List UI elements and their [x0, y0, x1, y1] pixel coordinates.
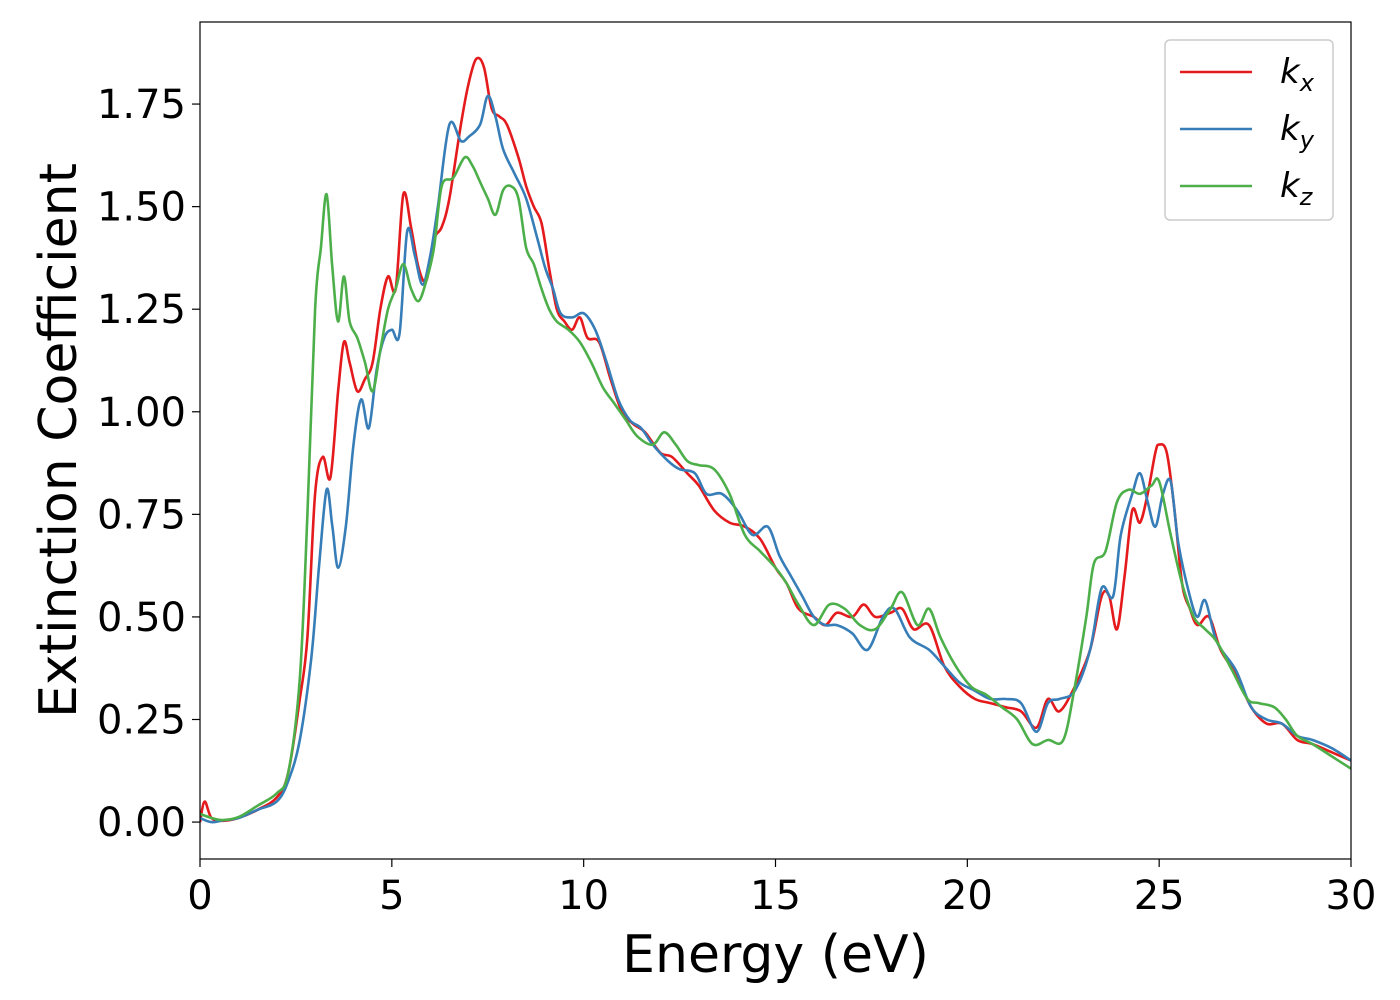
y-axis-title: Extinction Coefficient [29, 163, 89, 718]
legend: kx ky kz [1164, 39, 1334, 221]
series-line-x [200, 56, 1351, 823]
legend-label-y: ky [1280, 109, 1315, 154]
y-axis: 0.00 0.25 0.50 0.75 1.00 1.25 1.50 1.75 [97, 82, 200, 846]
series-layer [200, 56, 1351, 824]
x-tick-label: 30 [1326, 873, 1377, 919]
y-tick-label: 0.00 [97, 800, 186, 846]
series-line-y [200, 94, 1351, 824]
x-tick-label: 10 [558, 873, 609, 919]
x-tick-label: 5 [379, 873, 404, 919]
y-tick-label: 1.75 [97, 82, 186, 128]
x-axis: 0 5 10 15 20 25 30 [187, 859, 1376, 919]
x-tick-label: 25 [1134, 873, 1185, 919]
series-line-z [200, 155, 1351, 822]
legend-label-z: kz [1280, 166, 1314, 211]
y-tick-label: 0.50 [97, 595, 186, 641]
y-tick-label: 0.75 [97, 492, 186, 538]
y-tick-label: 1.00 [97, 390, 186, 436]
x-tick-label: 15 [750, 873, 801, 919]
x-axis-title: Energy (eV) [622, 925, 929, 985]
y-tick-label: 1.25 [97, 287, 186, 333]
y-tick-label: 0.25 [97, 698, 186, 744]
y-tick-label: 1.50 [97, 185, 186, 231]
x-tick-label: 20 [942, 873, 993, 919]
legend-label-x: kx [1280, 52, 1315, 97]
x-tick-label: 0 [187, 873, 212, 919]
